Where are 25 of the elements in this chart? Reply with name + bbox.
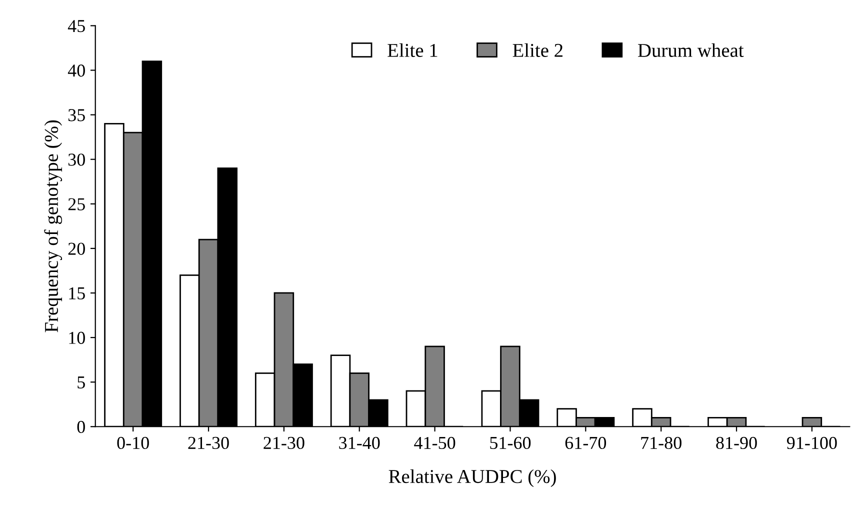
legend-label: Durum wheat bbox=[638, 43, 744, 58]
legend-label: Elite 2 bbox=[512, 43, 562, 58]
y-axis-title: Frequency of genotype (%) bbox=[44, 120, 62, 332]
x-axis-title: Relative AUDPC (%) bbox=[388, 469, 556, 488]
y-tick-label: 15 bbox=[69, 287, 85, 300]
x-tick-label: 81-90 bbox=[716, 436, 757, 450]
x-tick-label: 31-40 bbox=[339, 436, 380, 450]
y-tick-label: 5 bbox=[78, 376, 85, 389]
y-tick-label: 0 bbox=[77, 420, 85, 434]
y-tick-label: 30 bbox=[68, 154, 85, 166]
y-tick-label: 25 bbox=[68, 198, 85, 210]
x-tick-label: 71-80 bbox=[641, 436, 682, 450]
x-tick-label: 41-50 bbox=[414, 436, 456, 450]
x-tick-label: 91-100 bbox=[786, 436, 837, 450]
y-tick-label: 40 bbox=[68, 64, 85, 77]
x-tick-label: 21-30 bbox=[188, 436, 229, 450]
y-tick-label: 35 bbox=[68, 109, 85, 122]
legend-label: Elite 1 bbox=[388, 43, 438, 58]
y-tick-label: 10 bbox=[69, 332, 85, 344]
x-tick-label: 61-70 bbox=[565, 436, 606, 450]
y-tick-label: 45 bbox=[68, 20, 85, 32]
x-tick-label: 21-30 bbox=[264, 436, 304, 450]
x-tick-label: 51-60 bbox=[490, 436, 531, 450]
x-tick-label: 0-10 bbox=[117, 436, 149, 450]
y-tick-label: 20 bbox=[68, 242, 85, 255]
